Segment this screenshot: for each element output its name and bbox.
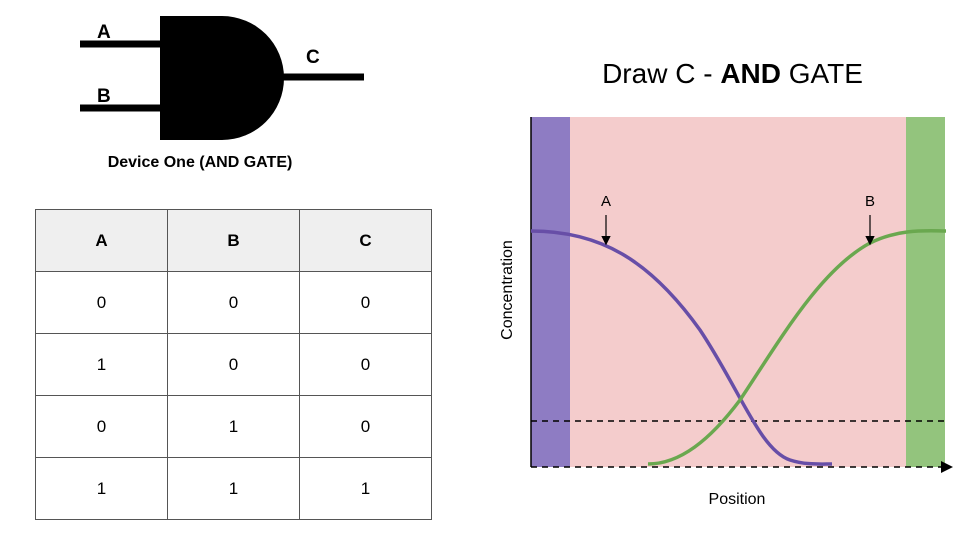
table-row: 1 0 0	[35, 333, 432, 396]
and-gate-body	[160, 16, 284, 140]
table-cell: 0	[299, 271, 432, 334]
curve-a-label: A	[601, 193, 611, 210]
header-c: C	[299, 209, 432, 272]
table-cell: 0	[299, 333, 432, 396]
table-cell: 0	[167, 271, 300, 334]
and-gate-diagram: A B C	[80, 16, 364, 140]
table-cell: 1	[35, 333, 168, 396]
curve-b	[647, 229, 947, 466]
title-suffix: GATE	[780, 58, 863, 89]
x-axis-label: Position	[709, 491, 766, 508]
curve-b-label: B	[865, 193, 875, 210]
table-cell: 1	[167, 457, 300, 520]
table-cell: 0	[35, 395, 168, 458]
table-row: 1 1 1	[35, 457, 432, 520]
table-row: 0 0 0	[35, 271, 432, 334]
table-cell: 1	[35, 457, 168, 520]
curve-a	[530, 229, 833, 466]
table-cell: 1	[167, 395, 300, 458]
concentration-plot: A B Concentration Position	[499, 117, 953, 508]
plot-background	[531, 117, 945, 467]
truth-table: A B C 0 0 0 1 0 0 0 1 0 1 1 1	[35, 209, 432, 520]
y-axis-label: Concentration	[499, 240, 516, 340]
table-row: 0 1 0	[35, 395, 432, 458]
gate-caption: Device One (AND GATE)	[107, 154, 293, 171]
plot-title: Draw C - AND GATE	[540, 58, 925, 90]
input-a-label: A	[97, 22, 111, 43]
header-b: B	[167, 209, 300, 272]
output-c-label: C	[306, 47, 320, 68]
table-header-row: A B C	[35, 209, 432, 272]
table-cell: 0	[299, 395, 432, 458]
title-bold: AND	[720, 58, 781, 89]
left-source-band	[531, 117, 570, 467]
table-cell: 0	[167, 333, 300, 396]
table-cell: 1	[299, 457, 432, 520]
right-source-band	[906, 117, 945, 467]
table-cell: 0	[35, 271, 168, 334]
input-b-label: B	[97, 86, 111, 107]
header-a: A	[35, 209, 168, 272]
title-prefix: Draw C -	[602, 58, 721, 89]
